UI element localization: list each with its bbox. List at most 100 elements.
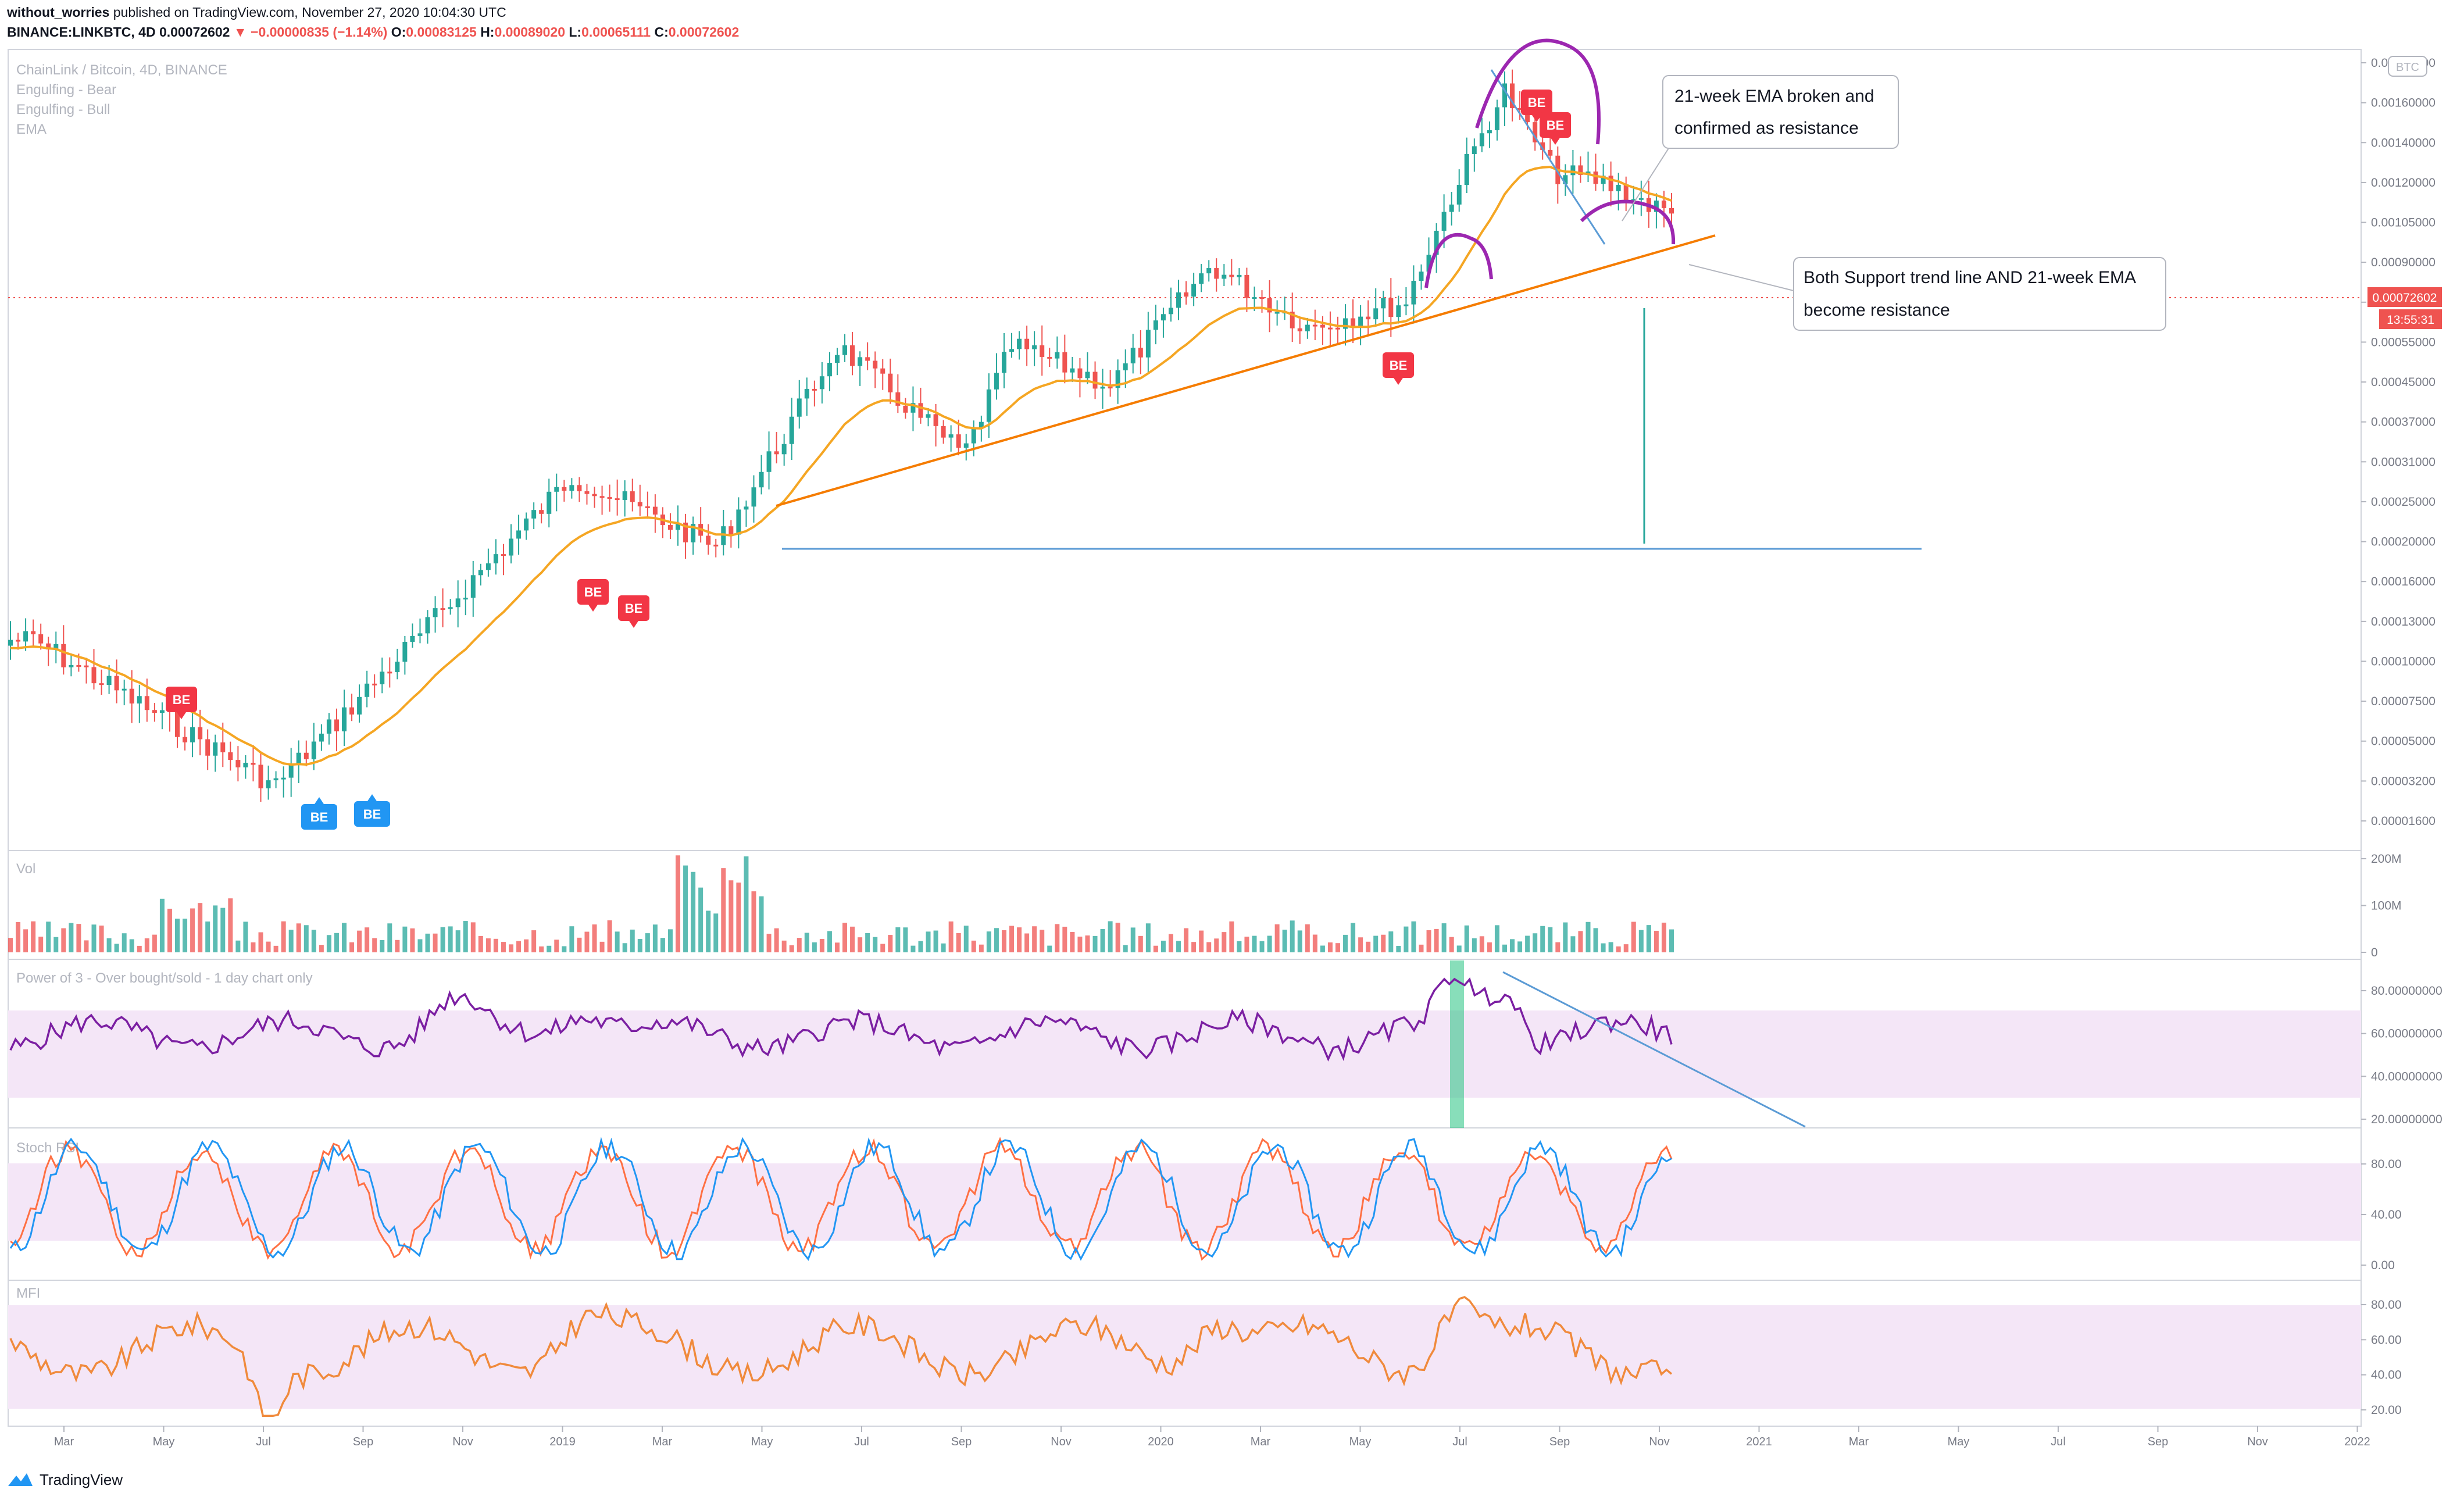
- legend-item-bear[interactable]: Engulfing - Bear: [16, 82, 116, 98]
- right-shoulder-arc[interactable]: [1580, 199, 1676, 245]
- candle: [1593, 172, 1598, 184]
- support-callout[interactable]: Both Support trend line AND 21-week EMA …: [1688, 257, 2166, 331]
- candle: [986, 389, 991, 422]
- volume-bar: [1585, 922, 1591, 952]
- price-tick: 0.00005000: [2371, 735, 2436, 748]
- candle: [1479, 133, 1484, 147]
- candle: [1502, 83, 1507, 108]
- bear-marker[interactable]: [618, 595, 649, 621]
- time-tick: Sep: [353, 1435, 374, 1448]
- candle: [387, 672, 392, 674]
- price-tick: 0.00120000: [2371, 176, 2436, 190]
- candle: [273, 778, 278, 781]
- candle: [1669, 208, 1674, 214]
- volume-bar: [470, 922, 476, 952]
- candle: [607, 497, 612, 499]
- candle: [1638, 198, 1644, 200]
- price-tick: 0.00013000: [2371, 615, 2436, 628]
- volume-bar: [1502, 944, 1507, 952]
- candle: [509, 538, 514, 556]
- volume-bar: [1184, 928, 1189, 952]
- candle: [1343, 318, 1348, 329]
- candle: [956, 434, 961, 448]
- candle: [311, 741, 316, 759]
- candle: [1176, 292, 1181, 308]
- tradingview-brand[interactable]: TradingView: [7, 1468, 123, 1491]
- power-axis: 80.00000000 60.00000000 40.00000000 20.0000…: [2361, 984, 2442, 1126]
- price-tick: 0.00001600: [2371, 815, 2436, 828]
- stoch-tick: 80.00: [2371, 1158, 2402, 1171]
- price-axis[interactable]: 0.001900000.001600000.001400000.00120000…: [2361, 56, 2436, 828]
- candle: [933, 414, 938, 426]
- volume-bar: [789, 945, 794, 952]
- volume-bar: [1601, 943, 1606, 952]
- bull-marker-label: BE: [363, 807, 381, 822]
- price-change: −0.00000835 (−1.14%): [251, 24, 388, 40]
- left-shoulder-arc[interactable]: [1424, 233, 1493, 288]
- volume-bar: [963, 926, 969, 952]
- volume-bar: [1517, 941, 1523, 952]
- head-arc[interactable]: [1475, 38, 1601, 145]
- time-tick: Jul: [256, 1435, 271, 1448]
- support-trend-line[interactable]: [776, 234, 1716, 507]
- bear-marker-label: BE: [1528, 95, 1546, 110]
- candle: [493, 554, 498, 563]
- candle: [1077, 368, 1083, 378]
- volume-bar: [1366, 941, 1371, 952]
- candle: [812, 388, 817, 391]
- support-callout-line1: Both Support trend line AND 21-week EMA: [1804, 268, 2136, 287]
- volume-bar: [258, 932, 263, 952]
- candle: [1297, 328, 1302, 331]
- publisher-name[interactable]: without_worries: [7, 5, 110, 20]
- candle: [751, 487, 756, 507]
- bear-marker[interactable]: [1540, 112, 1571, 138]
- volume-bar: [1616, 946, 1621, 952]
- ema-callout[interactable]: 21-week EMA broken and confirmed as resi…: [1622, 75, 1899, 222]
- legend-item-bull[interactable]: Engulfing - Bull: [16, 102, 110, 117]
- mfi-tick: 80.00: [2371, 1298, 2402, 1312]
- currency-badge[interactable]: [2388, 56, 2427, 77]
- bull-marker[interactable]: [301, 804, 337, 830]
- candle: [1517, 108, 1523, 110]
- candle: [357, 697, 362, 715]
- ema-callout-line2: confirmed as resistance: [1674, 119, 1859, 138]
- candle: [159, 710, 165, 713]
- bear-marker[interactable]: [1521, 90, 1552, 115]
- volume-bar: [1441, 923, 1447, 952]
- volume-bar: [61, 928, 66, 952]
- candle: [1616, 184, 1621, 191]
- candle: [1047, 356, 1052, 359]
- brand-label: TradingView: [40, 1470, 123, 1488]
- price-tick: 0.00016000: [2371, 575, 2436, 588]
- price-tick: 0.00025000: [2371, 495, 2436, 509]
- legend-title: ChainLink / Bitcoin, 4D, BINANCE: [16, 62, 227, 78]
- candle: [1229, 274, 1234, 277]
- volume-bar: [880, 944, 885, 952]
- candle: [592, 494, 597, 497]
- candle: [652, 506, 658, 515]
- candle: [23, 631, 28, 642]
- bear-marker[interactable]: [166, 687, 197, 712]
- volume-bar: [303, 925, 309, 952]
- candle: [789, 416, 794, 444]
- power-tick: 40.00000000: [2371, 1070, 2442, 1083]
- volume-bar: [1631, 922, 1636, 952]
- candle: [129, 688, 134, 703]
- time-axis[interactable]: Mar May Jul Sep Nov 2019 Mar May Jul Sep Nov 2020 Ma…: [54, 1426, 2370, 1448]
- legend-item-ema[interactable]: EMA: [16, 122, 47, 137]
- volume-bar: [1472, 938, 1477, 952]
- candle: [1017, 338, 1022, 349]
- bear-marker[interactable]: [577, 579, 609, 605]
- volume-bar: [1009, 926, 1015, 952]
- bull-marker[interactable]: [354, 801, 390, 827]
- power-tick: 80.00000000: [2371, 984, 2442, 998]
- candle: [61, 644, 66, 667]
- ema-callout-box: [1662, 75, 1899, 149]
- time-tick: Jul: [1452, 1435, 1467, 1448]
- volume-bar: [1070, 931, 1075, 952]
- volume-bar: [69, 923, 74, 952]
- candle: [895, 392, 901, 406]
- bear-marker[interactable]: [1383, 352, 1414, 378]
- power-trend-line[interactable]: [1502, 971, 1806, 1128]
